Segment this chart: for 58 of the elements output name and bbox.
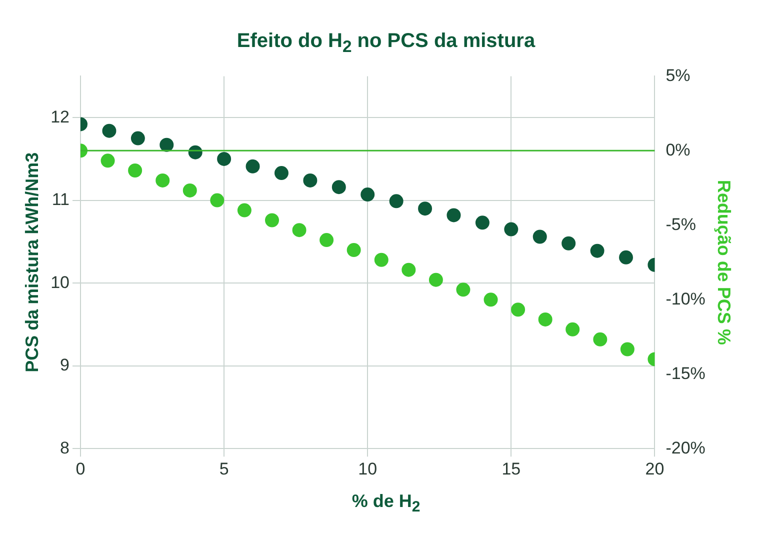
point (130, 131, 145, 146)
point (274, 166, 288, 180)
point (237, 203, 252, 218)
point (210, 193, 224, 208)
y-tick-label: 10 (50, 272, 70, 292)
point (590, 244, 604, 258)
point (389, 194, 404, 208)
point (532, 230, 547, 244)
x-tick-label: 5 (219, 459, 229, 478)
point (428, 272, 443, 287)
y-tick-label: 8 (60, 438, 70, 458)
y2-tick-label: 0% (666, 140, 690, 160)
point (265, 213, 280, 228)
point (504, 222, 518, 236)
point (456, 282, 470, 297)
y2-tick-label: 5% (666, 66, 690, 85)
point (346, 243, 361, 258)
y2-tick-label: -20% (666, 438, 706, 458)
point (446, 208, 461, 222)
point (475, 216, 490, 230)
point (593, 332, 608, 346)
point (562, 236, 576, 250)
y2-axis-title: Redução de PCS % (714, 180, 734, 345)
point (619, 250, 634, 264)
point (156, 173, 170, 188)
point (128, 163, 142, 178)
x-tick-label: 0 (76, 459, 86, 478)
point (360, 188, 375, 202)
y-tick-label: 12 (50, 107, 70, 126)
x-axis-title: % de H$_{2}$ (350, 490, 422, 516)
y-tick-label: 11 (52, 190, 70, 210)
point (511, 302, 526, 317)
x-tick-label: 20 (645, 459, 664, 478)
point (620, 342, 634, 356)
y-tick-label: 9 (60, 356, 70, 375)
y2-tick-label: -10% (666, 289, 706, 308)
point (217, 152, 232, 166)
point (160, 138, 174, 152)
x-tick-label: 10 (358, 459, 378, 478)
x-tick-label: 15 (502, 459, 521, 478)
point (418, 202, 432, 216)
point (402, 262, 416, 277)
point (246, 159, 260, 174)
point (484, 292, 498, 307)
point (566, 322, 580, 336)
y2-tick-label: -5% (666, 214, 696, 234)
chart-title: Efeito do H$_{2}$ no PCS da mistura (236, 29, 536, 58)
point (374, 252, 388, 267)
point (182, 183, 197, 198)
point (292, 223, 306, 238)
point (102, 124, 116, 138)
point (303, 173, 318, 188)
point (332, 180, 346, 194)
point (320, 233, 334, 248)
y2-tick-label: -15% (666, 364, 706, 383)
y-axis-title: PCS da mistura kWh/Nm3 (22, 152, 42, 372)
point (100, 154, 115, 168)
point (538, 312, 552, 326)
